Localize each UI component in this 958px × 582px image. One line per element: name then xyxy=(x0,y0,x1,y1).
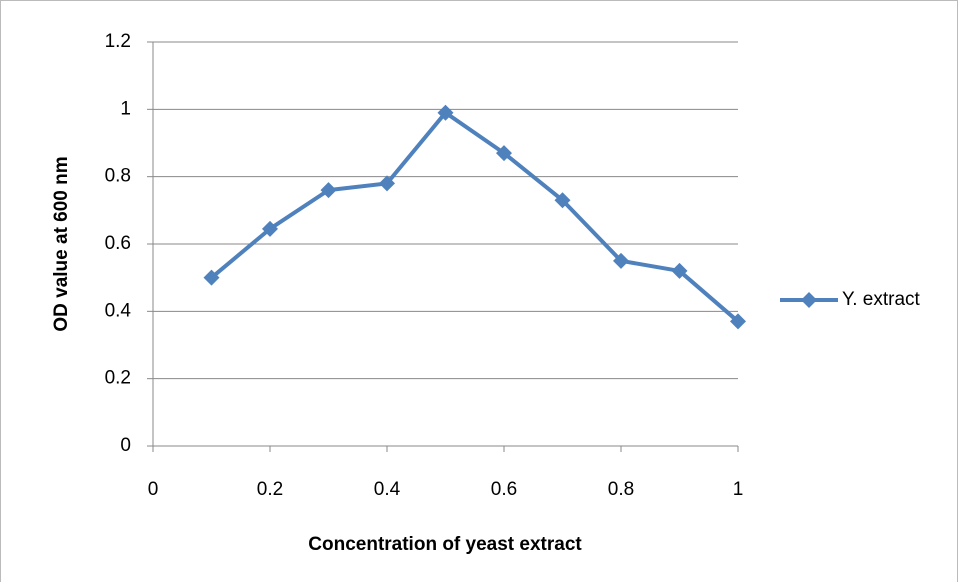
data-point xyxy=(262,220,278,237)
series-line xyxy=(210,110,740,323)
legend-label: Y. extract xyxy=(842,289,921,310)
data-point xyxy=(203,269,220,286)
y-tick-label: 1.2 xyxy=(105,31,131,52)
data-point xyxy=(554,192,571,209)
data-point xyxy=(496,145,512,162)
y-tick-label: 1 xyxy=(120,98,131,119)
data-point xyxy=(437,104,454,121)
y-tick-label: 0.4 xyxy=(105,300,132,321)
x-tick-label: 0 xyxy=(148,479,159,500)
data-point xyxy=(320,182,337,199)
y-tick-label: 0.2 xyxy=(105,368,131,389)
x-axis-title: Concentration of yeast extract xyxy=(308,534,582,555)
x-tick-label: 0.4 xyxy=(374,479,401,500)
y-tick-label: 0 xyxy=(120,435,131,456)
data-point xyxy=(613,252,629,269)
legend-marker xyxy=(801,292,817,308)
data-point xyxy=(379,175,395,192)
x-tick-label: 1 xyxy=(733,479,744,500)
y-axis-title: OD value at 600 nm xyxy=(51,156,72,331)
x-tick-label: 0.8 xyxy=(608,479,634,500)
y-tick-label: 0.6 xyxy=(105,233,131,254)
data-point xyxy=(671,262,688,279)
y-tick-label: 0.8 xyxy=(105,166,131,187)
x-tick-label: 0.2 xyxy=(257,479,283,500)
data-point xyxy=(730,313,746,330)
x-tick-label: 0.6 xyxy=(491,479,517,500)
